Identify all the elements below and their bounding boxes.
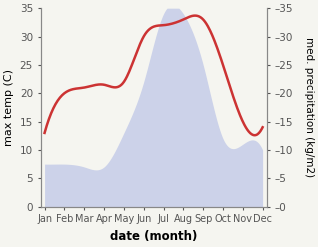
X-axis label: date (month): date (month) [110, 230, 197, 243]
Y-axis label: med. precipitation (kg/m2): med. precipitation (kg/m2) [304, 37, 314, 177]
Y-axis label: max temp (C): max temp (C) [4, 69, 14, 146]
